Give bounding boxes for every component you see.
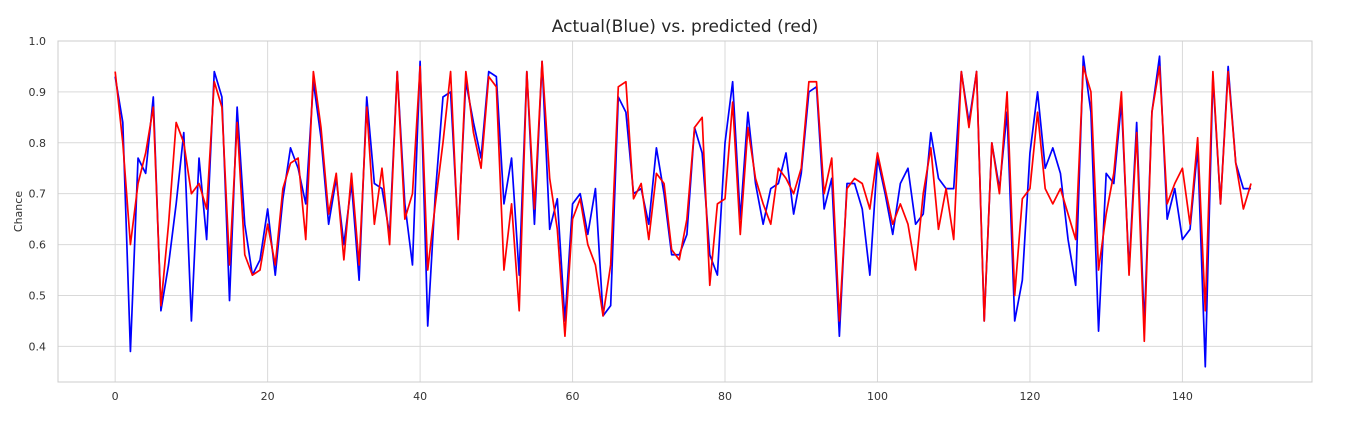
grid-lines bbox=[58, 40, 1312, 382]
y-axis-label: Chance bbox=[12, 191, 25, 232]
chart-title: Actual(Blue) vs. predicted (red) bbox=[552, 17, 818, 37]
x-tick-label: 0 bbox=[112, 390, 119, 403]
y-tick-label: 0.5 bbox=[29, 289, 47, 302]
y-tick-label: 0.8 bbox=[29, 137, 47, 150]
x-tick-label: 140 bbox=[1172, 390, 1193, 403]
series-lines bbox=[114, 55, 1252, 368]
x-tick-label: 40 bbox=[413, 390, 427, 403]
x-tick-label: 80 bbox=[718, 390, 732, 403]
y-tick-label: 0.7 bbox=[29, 188, 47, 201]
y-tick-label: 0.4 bbox=[29, 340, 47, 353]
x-tick-label: 120 bbox=[1019, 390, 1040, 403]
x-axis-ticks: 0 20 40 60 80 100 120 140 bbox=[112, 390, 1193, 403]
y-tick-label: 1.0 bbox=[29, 35, 47, 48]
y-axis-ticks: 0.4 0.5 0.6 0.7 0.8 0.9 1.0 bbox=[29, 35, 47, 353]
x-tick-label: 60 bbox=[566, 390, 580, 403]
y-tick-label: 0.6 bbox=[29, 239, 47, 252]
predicted-series-line bbox=[114, 60, 1252, 343]
actual-series-line bbox=[114, 55, 1252, 368]
plot-area-frame bbox=[57, 40, 1313, 383]
x-tick-label: 100 bbox=[867, 390, 888, 403]
y-tick-label: 0.9 bbox=[29, 86, 47, 99]
x-tick-label: 20 bbox=[261, 390, 275, 403]
